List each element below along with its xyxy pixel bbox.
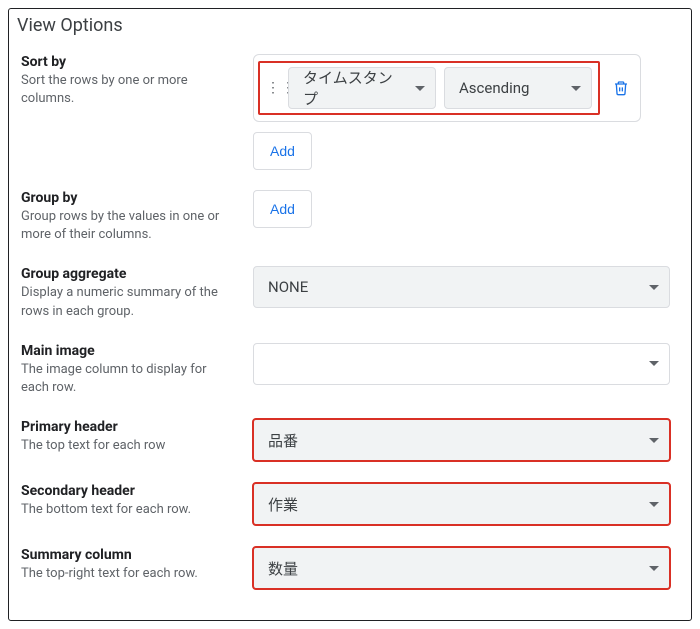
primary-header-row: Primary header The top text for each row… <box>21 419 679 461</box>
main-image-label-col: Main image The image column to display f… <box>21 343 253 397</box>
summary-column-controls: 数量 <box>253 547 679 589</box>
summary-column-row: Summary column The top-right text for ea… <box>21 547 679 589</box>
sort-add-button[interactable]: Add <box>253 132 312 170</box>
chevron-down-icon <box>649 502 659 507</box>
group-aggregate-controls: NONE <box>253 266 679 308</box>
main-image-desc: The image column to display for each row… <box>21 361 237 397</box>
sort-card: ⋮⋮ タイムスタンプ Ascending <box>253 54 641 122</box>
group-aggregate-row: Group aggregate Display a numeric summar… <box>21 266 679 320</box>
group-by-controls: Add <box>253 190 679 228</box>
chevron-down-icon <box>649 438 659 443</box>
secondary-header-controls: 作業 <box>253 483 679 525</box>
main-image-controls <box>253 343 679 385</box>
chevron-down-icon <box>649 361 659 366</box>
main-image-title: Main image <box>21 343 237 359</box>
group-by-label-col: Group by Group rows by the values in one… <box>21 190 253 244</box>
secondary-header-desc: The bottom text for each row. <box>21 501 237 519</box>
secondary-header-title: Secondary header <box>21 483 237 499</box>
sort-add-row: Add <box>253 132 679 170</box>
sort-field-select[interactable]: タイムスタンプ <box>288 67 436 109</box>
drag-handle-icon[interactable]: ⋮⋮ <box>266 80 280 96</box>
secondary-header-value: 作業 <box>268 494 298 515</box>
group-by-desc: Group rows by the values in one or more … <box>21 208 237 244</box>
summary-column-desc: The top-right text for each row. <box>21 565 237 583</box>
primary-header-select[interactable]: 品番 <box>253 419 670 461</box>
chevron-down-icon <box>415 86 425 91</box>
sort-by-controls: ⋮⋮ タイムスタンプ Ascending <box>253 54 679 122</box>
sort-by-title: Sort by <box>21 54 237 70</box>
delete-sort-button[interactable] <box>606 73 636 103</box>
main-image-row: Main image The image column to display f… <box>21 343 679 397</box>
sort-by-row: Sort by Sort the rows by one or more col… <box>21 54 679 122</box>
group-aggregate-title: Group aggregate <box>21 266 237 282</box>
trash-icon <box>613 80 629 96</box>
main-image-select[interactable] <box>253 343 670 385</box>
primary-header-label-col: Primary header The top text for each row <box>21 419 253 455</box>
group-aggregate-select[interactable]: NONE <box>253 266 670 308</box>
chevron-down-icon <box>571 86 581 91</box>
sort-order-select[interactable]: Ascending <box>444 67 592 109</box>
group-add-button[interactable]: Add <box>253 190 312 228</box>
sort-order-value: Ascending <box>459 79 529 97</box>
sort-highlight-box: ⋮⋮ タイムスタンプ Ascending <box>258 61 600 115</box>
secondary-header-label-col: Secondary header The bottom text for eac… <box>21 483 253 519</box>
summary-column-title: Summary column <box>21 547 237 563</box>
group-aggregate-value: NONE <box>268 278 308 296</box>
summary-column-label-col: Summary column The top-right text for ea… <box>21 547 253 583</box>
chevron-down-icon <box>649 285 659 290</box>
sort-field-value: タイムスタンプ <box>303 67 407 109</box>
view-options-panel: View Options Sort by Sort the rows by on… <box>8 8 692 621</box>
secondary-header-row: Secondary header The bottom text for eac… <box>21 483 679 525</box>
group-by-row: Group by Group rows by the values in one… <box>21 190 679 244</box>
primary-header-value: 品番 <box>268 430 298 451</box>
summary-column-value: 数量 <box>268 558 298 579</box>
group-add-label: Add <box>270 201 295 217</box>
group-by-title: Group by <box>21 190 237 206</box>
secondary-header-select[interactable]: 作業 <box>253 483 670 525</box>
sort-by-label-col: Sort by Sort the rows by one or more col… <box>21 54 253 108</box>
sort-by-desc: Sort the rows by one or more columns. <box>21 72 237 108</box>
panel-title: View Options <box>17 15 679 36</box>
group-aggregate-label-col: Group aggregate Display a numeric summar… <box>21 266 253 320</box>
chevron-down-icon <box>649 566 659 571</box>
primary-header-title: Primary header <box>21 419 237 435</box>
summary-column-select[interactable]: 数量 <box>253 547 670 589</box>
primary-header-controls: 品番 <box>253 419 679 461</box>
sort-add-label: Add <box>270 143 295 159</box>
primary-header-desc: The top text for each row <box>21 437 237 455</box>
group-aggregate-desc: Display a numeric summary of the rows in… <box>21 284 237 320</box>
